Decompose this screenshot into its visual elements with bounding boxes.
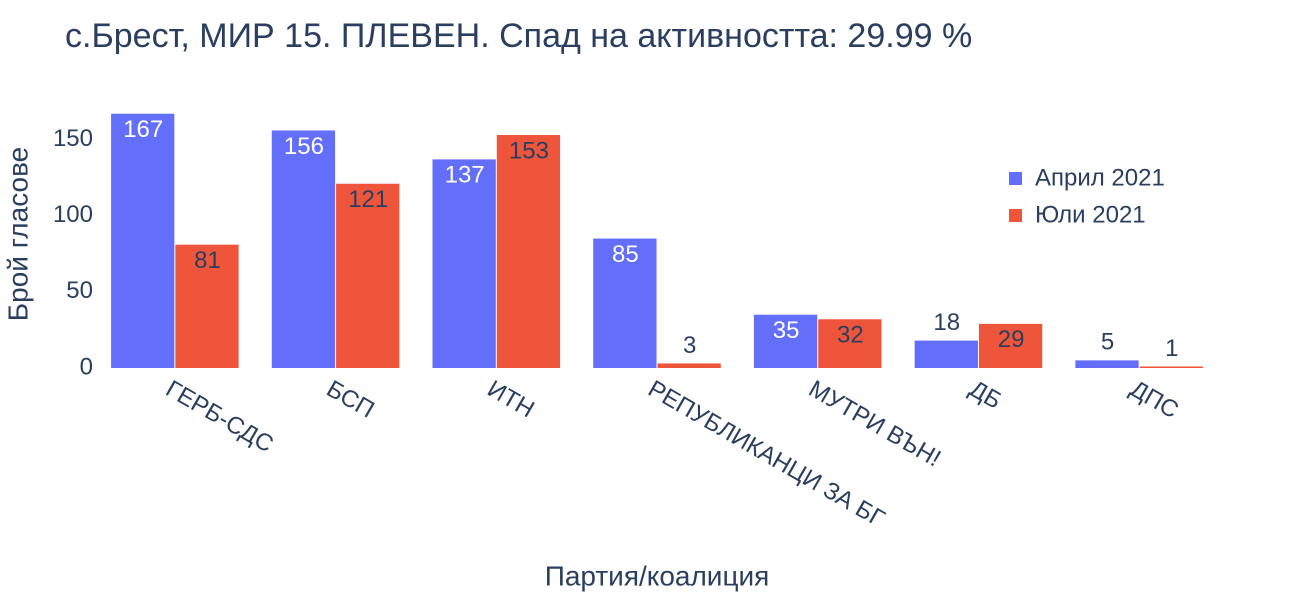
bar: [175, 244, 239, 368]
data-label: 153: [509, 137, 549, 164]
y-tick-label: 150: [53, 125, 93, 152]
bar: [978, 323, 1043, 368]
data-label: 156: [284, 133, 324, 160]
data-label: 81: [194, 247, 221, 274]
bar: [753, 314, 818, 368]
bar: [271, 130, 336, 368]
data-label: 1: [1165, 335, 1178, 362]
bar: [1139, 366, 1203, 368]
data-label: 121: [348, 186, 388, 213]
data-label: 32: [837, 322, 864, 349]
x-axis-title: Партия/коалиция: [545, 560, 770, 591]
data-label: 167: [123, 116, 163, 143]
bar: [496, 135, 561, 368]
legend-swatch: [1009, 172, 1022, 185]
data-label: 35: [773, 317, 800, 344]
data-label: 137: [445, 162, 485, 189]
legend-label: Април 2021: [1035, 164, 1165, 191]
x-tick-label: ИТН: [483, 375, 539, 423]
bar: [1075, 360, 1139, 368]
x-tick-label: БСП: [322, 375, 379, 423]
data-label: 85: [612, 241, 639, 268]
x-tick-label: ГЕРБ-СДС: [161, 375, 278, 458]
y-axis-title: Брой гласове: [2, 147, 33, 321]
x-tick-label: МУТРИ ВЪН!: [804, 375, 945, 472]
y-tick-label: 50: [66, 277, 93, 304]
bar: [914, 340, 978, 368]
legend-label: Юли 2021: [1035, 201, 1146, 228]
bar: [593, 238, 657, 368]
data-label: 29: [998, 326, 1025, 353]
y-tick-label: 0: [80, 353, 93, 380]
y-tick-label: 100: [53, 201, 93, 228]
data-label: 3: [683, 332, 696, 359]
bar: [432, 159, 496, 368]
data-label: 5: [1101, 329, 1114, 356]
x-tick-label: ДПС: [1125, 375, 1183, 424]
bar: [336, 183, 400, 368]
x-tick-label: ДБ: [965, 375, 1006, 414]
bar: [657, 363, 721, 368]
legend-swatch: [1009, 209, 1022, 222]
bar: [111, 113, 175, 368]
data-label: 18: [933, 309, 960, 336]
bar: [818, 319, 882, 368]
chart-title: с.Брест, МИР 15. ПЛЕВЕН. Спад на активно…: [65, 17, 972, 55]
